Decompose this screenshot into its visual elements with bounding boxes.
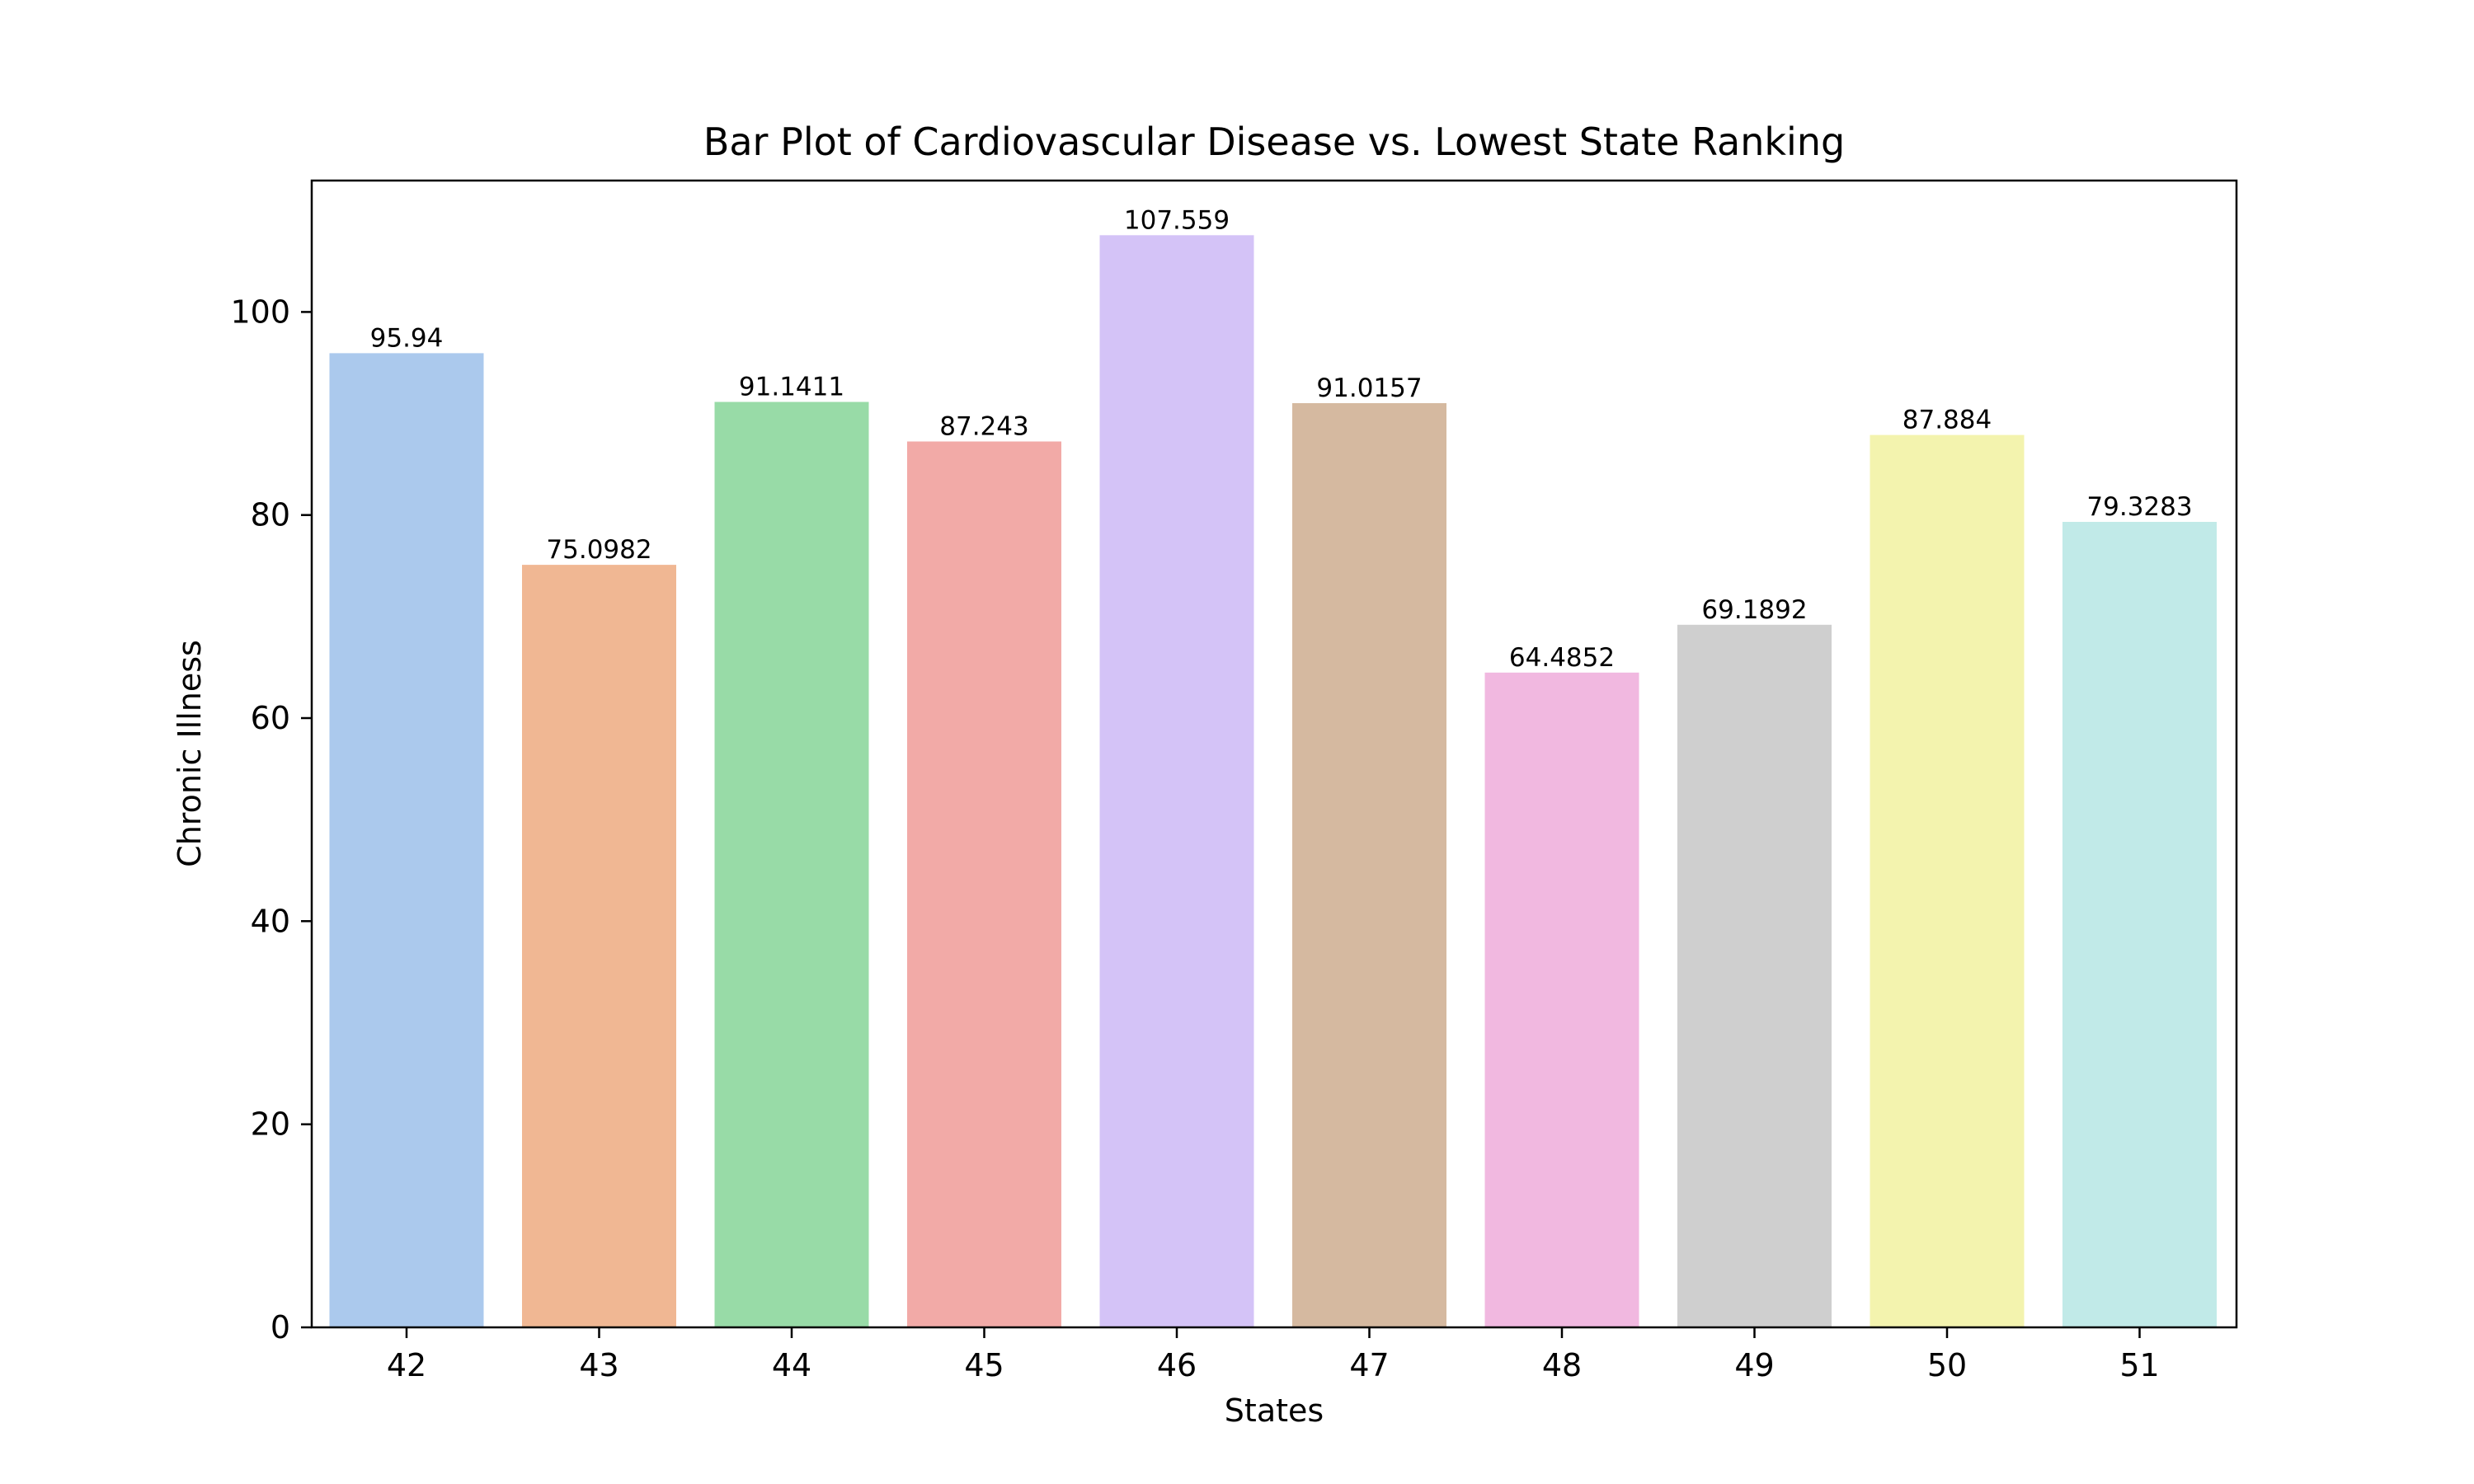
data-label-43: 75.0982 xyxy=(546,535,651,565)
chart-title: Bar Plot of Cardiovascular Disease vs. L… xyxy=(703,120,1845,164)
data-labels-layer: 95.94 75.0982 91.1411 87.243 107.559 91.0157 6… xyxy=(370,205,2193,673)
y-tick-label-100: 100 xyxy=(230,294,290,330)
y-tick-label-20: 20 xyxy=(251,1106,290,1143)
bar-43 xyxy=(522,565,676,1327)
y-tick-label-80: 80 xyxy=(251,497,290,533)
x-tick-label-42: 42 xyxy=(387,1347,426,1383)
data-label-46: 107.559 xyxy=(1124,205,1230,235)
bar-47 xyxy=(1292,403,1446,1327)
data-label-50: 87.884 xyxy=(1903,406,1992,435)
y-axis-label: Chronic Illness xyxy=(172,640,208,867)
data-label-45: 87.243 xyxy=(939,412,1028,442)
x-axis: 42 43 44 45 46 47 48 49 50 51 xyxy=(387,1327,2160,1383)
bar-42 xyxy=(329,353,484,1327)
bar-51 xyxy=(2062,522,2217,1327)
y-axis: 0 20 40 60 80 100 xyxy=(230,294,312,1345)
bar-50 xyxy=(1870,434,2025,1327)
data-label-47: 91.0157 xyxy=(1316,373,1422,403)
bar-45 xyxy=(907,441,1061,1327)
x-tick-label-45: 45 xyxy=(964,1347,1004,1383)
x-tick-label-48: 48 xyxy=(1542,1347,1582,1383)
x-tick-label-43: 43 xyxy=(579,1347,618,1383)
plot-frame xyxy=(310,179,2238,1329)
y-tick-label-60: 60 xyxy=(251,700,290,736)
bar-44 xyxy=(714,402,869,1327)
y-tick-label-0: 0 xyxy=(270,1309,290,1345)
data-label-44: 91.1411 xyxy=(739,373,844,402)
x-tick-label-49: 49 xyxy=(1734,1347,1774,1383)
x-tick-label-46: 46 xyxy=(1157,1347,1197,1383)
data-label-51: 79.3283 xyxy=(2086,492,2192,522)
x-axis-label: States xyxy=(1225,1392,1324,1429)
bar-49 xyxy=(1677,624,1832,1327)
data-label-42: 95.94 xyxy=(370,323,444,353)
x-tick-label-50: 50 xyxy=(1927,1347,1967,1383)
bar-48 xyxy=(1484,672,1639,1327)
bar-46 xyxy=(1099,235,1254,1327)
bars-layer xyxy=(329,235,2217,1327)
x-tick-label-51: 51 xyxy=(2119,1347,2159,1383)
data-label-49: 69.1892 xyxy=(1701,595,1807,625)
x-tick-label-47: 47 xyxy=(1349,1347,1389,1383)
y-tick-label-40: 40 xyxy=(251,903,290,939)
x-tick-label-44: 44 xyxy=(772,1347,811,1383)
data-label-48: 64.4852 xyxy=(1509,643,1615,673)
